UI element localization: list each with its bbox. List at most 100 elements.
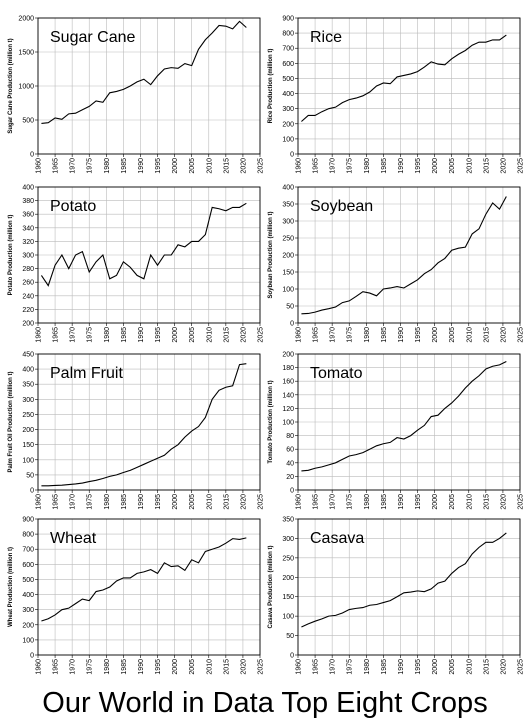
x-tick-label: 1980 bbox=[104, 158, 111, 174]
data-line bbox=[301, 34, 507, 122]
x-tick-label: 2000 bbox=[172, 327, 179, 343]
y-axis-label: Sugar Cane Production (million t) bbox=[8, 38, 14, 133]
y-tick-label: 20 bbox=[286, 474, 294, 481]
y-tick-label: 200 bbox=[282, 121, 294, 128]
y-tick-label: 400 bbox=[22, 367, 34, 374]
y-tick-label: 140 bbox=[282, 392, 294, 399]
x-tick-label: 1960 bbox=[36, 494, 43, 510]
x-tick-label: 1995 bbox=[155, 659, 162, 675]
y-tick-label: 240 bbox=[22, 293, 34, 300]
x-tick-label: 2020 bbox=[240, 327, 247, 343]
x-tick-label: 2015 bbox=[483, 158, 490, 174]
data-line bbox=[41, 363, 247, 487]
x-tick-label: 2015 bbox=[223, 158, 230, 174]
x-tick-label: 1960 bbox=[296, 158, 303, 174]
x-tick-label: 1965 bbox=[313, 158, 320, 174]
x-tick-label: 2015 bbox=[223, 327, 230, 343]
y-tick-label: 260 bbox=[22, 280, 34, 287]
x-tick-label: 1995 bbox=[415, 327, 422, 343]
x-tick-label: 2005 bbox=[189, 327, 196, 343]
y-tick-label: 200 bbox=[282, 575, 294, 582]
y-tick-label: 100 bbox=[282, 136, 294, 143]
y-tick-label: 80 bbox=[286, 433, 294, 440]
y-axis-label: Soybean Production (million t) bbox=[268, 211, 274, 298]
panel-title: Casava bbox=[310, 530, 364, 547]
x-tick-label: 2020 bbox=[500, 659, 507, 675]
plot-frame bbox=[37, 17, 261, 155]
x-tick-label: 2005 bbox=[449, 158, 456, 174]
y-tick-label: 150 bbox=[22, 442, 34, 449]
y-tick-label: 450 bbox=[22, 352, 34, 359]
x-tick-label: 2020 bbox=[500, 158, 507, 174]
data-line bbox=[301, 532, 507, 628]
panel-title: Tomato bbox=[310, 365, 363, 382]
y-tick-label: 1000 bbox=[18, 84, 34, 91]
y-tick-label: 400 bbox=[282, 185, 294, 192]
x-tick-label: 1965 bbox=[53, 659, 60, 675]
y-tick-label: 300 bbox=[22, 253, 34, 260]
y-tick-label: 2000 bbox=[18, 16, 34, 23]
x-tick-label: 2020 bbox=[240, 659, 247, 675]
x-tick-label: 2025 bbox=[258, 158, 265, 174]
x-tick-label: 1965 bbox=[53, 158, 60, 174]
x-tick-label: 1990 bbox=[138, 494, 145, 510]
x-tick-label: 2020 bbox=[500, 327, 507, 343]
x-tick-label: 1975 bbox=[87, 659, 94, 675]
x-tick-label: 1995 bbox=[155, 494, 162, 510]
plot-frame bbox=[37, 518, 261, 656]
x-tick-label: 2000 bbox=[432, 327, 439, 343]
plot-frame bbox=[37, 353, 261, 491]
x-tick-label: 2010 bbox=[206, 327, 213, 343]
x-tick-label: 2010 bbox=[466, 158, 473, 174]
plot-frame bbox=[297, 518, 521, 656]
y-tick-label: 100 bbox=[282, 614, 294, 621]
x-tick-label: 1975 bbox=[347, 327, 354, 343]
x-tick-label: 2015 bbox=[483, 494, 490, 510]
y-tick-label: 700 bbox=[282, 46, 294, 53]
x-tick-label: 1995 bbox=[415, 659, 422, 675]
x-tick-label: 1980 bbox=[364, 327, 371, 343]
x-tick-label: 2010 bbox=[466, 327, 473, 343]
y-tick-label: 100 bbox=[22, 457, 34, 464]
y-tick-label: 340 bbox=[22, 225, 34, 232]
y-tick-label: 800 bbox=[282, 31, 294, 38]
y-tick-label: 800 bbox=[22, 532, 34, 539]
x-tick-label: 1990 bbox=[398, 494, 405, 510]
x-tick-label: 2020 bbox=[240, 158, 247, 174]
x-tick-label: 1970 bbox=[330, 158, 337, 174]
x-tick-label: 2015 bbox=[483, 659, 490, 675]
x-tick-label: 2020 bbox=[240, 494, 247, 510]
y-tick-label: 200 bbox=[22, 427, 34, 434]
x-tick-label: 2010 bbox=[466, 659, 473, 675]
x-tick-label: 1970 bbox=[70, 327, 77, 343]
data-line bbox=[41, 20, 247, 124]
x-tick-label: 1990 bbox=[138, 327, 145, 343]
x-tick-label: 2025 bbox=[518, 327, 525, 343]
y-tick-label: 150 bbox=[282, 594, 294, 601]
x-tick-label: 2005 bbox=[189, 659, 196, 675]
panel-title: Rice bbox=[310, 29, 342, 46]
plot-frame bbox=[297, 186, 521, 324]
x-tick-label: 1990 bbox=[398, 158, 405, 174]
y-tick-label: 100 bbox=[22, 637, 34, 644]
x-tick-label: 2000 bbox=[432, 494, 439, 510]
y-tick-label: 350 bbox=[282, 202, 294, 209]
x-tick-label: 1975 bbox=[347, 158, 354, 174]
y-tick-label: 0 bbox=[290, 653, 294, 660]
x-tick-label: 1980 bbox=[104, 327, 111, 343]
x-tick-label: 1985 bbox=[381, 494, 388, 510]
x-tick-label: 1965 bbox=[53, 327, 60, 343]
y-tick-label: 900 bbox=[22, 517, 34, 524]
x-tick-label: 2005 bbox=[189, 158, 196, 174]
y-tick-label: 0 bbox=[30, 488, 34, 495]
y-tick-label: 250 bbox=[22, 412, 34, 419]
y-tick-label: 380 bbox=[22, 198, 34, 205]
y-axis-label: Rice Production (million t) bbox=[268, 49, 274, 124]
y-tick-label: 250 bbox=[282, 236, 294, 243]
x-tick-label: 2005 bbox=[449, 494, 456, 510]
x-tick-label: 1975 bbox=[347, 659, 354, 675]
y-tick-label: 0 bbox=[290, 321, 294, 328]
x-tick-label: 1990 bbox=[398, 659, 405, 675]
x-tick-label: 2010 bbox=[206, 494, 213, 510]
